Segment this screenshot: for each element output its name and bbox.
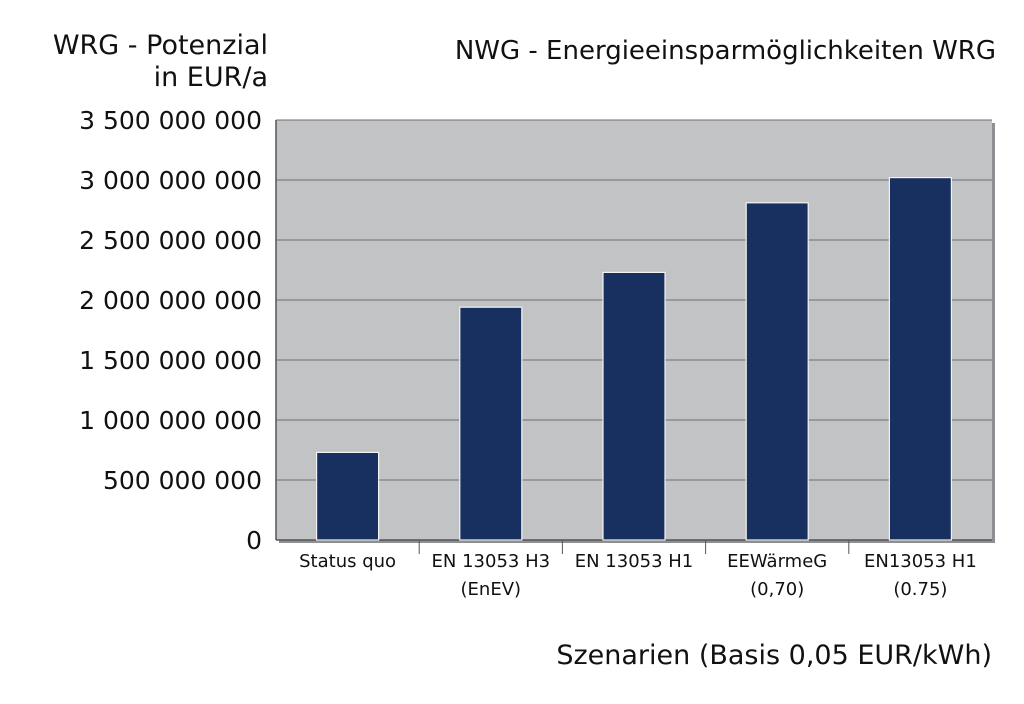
- y-tick-label: 2 500 000 000: [79, 226, 262, 255]
- x-tick-label: Status quo: [299, 551, 396, 572]
- y-tick-label: 3 000 000 000: [79, 166, 262, 195]
- chart-title: NWG - Energieeinsparmöglichkeiten WRG: [454, 36, 996, 66]
- x-tick-label: (0.75): [893, 579, 947, 600]
- y-tick-label: 3 500 000 000: [79, 106, 262, 135]
- y-tick-label: 500 000 000: [103, 466, 262, 495]
- y-tick-label: 2 000 000 000: [79, 286, 262, 315]
- x-axis-label: Szenarien (Basis 0,05 EUR/kWh): [556, 640, 992, 671]
- x-tick-label: EN 13053 H1: [575, 551, 694, 572]
- bar: [888, 177, 953, 541]
- x-tick-label: (0,70): [750, 579, 804, 600]
- y-tick-label: 0: [246, 526, 262, 555]
- x-tick-label: EN13053 H1: [864, 551, 977, 572]
- x-tick-label: (EnEV): [461, 579, 522, 600]
- x-tick-label: EEWärmeG: [727, 551, 827, 572]
- bar: [316, 451, 380, 541]
- bar: [602, 271, 666, 541]
- y-tick-label: 1 000 000 000: [79, 406, 262, 435]
- y-axis-label-line-1: WRG - Potenzial: [52, 30, 268, 61]
- y-tick-label: 1 500 000 000: [79, 346, 262, 375]
- x-tick-label: EN 13053 H3: [432, 551, 551, 572]
- bar: [745, 202, 809, 541]
- y-axis-label-line-2: in EUR/a: [153, 62, 268, 93]
- bar: [459, 306, 523, 541]
